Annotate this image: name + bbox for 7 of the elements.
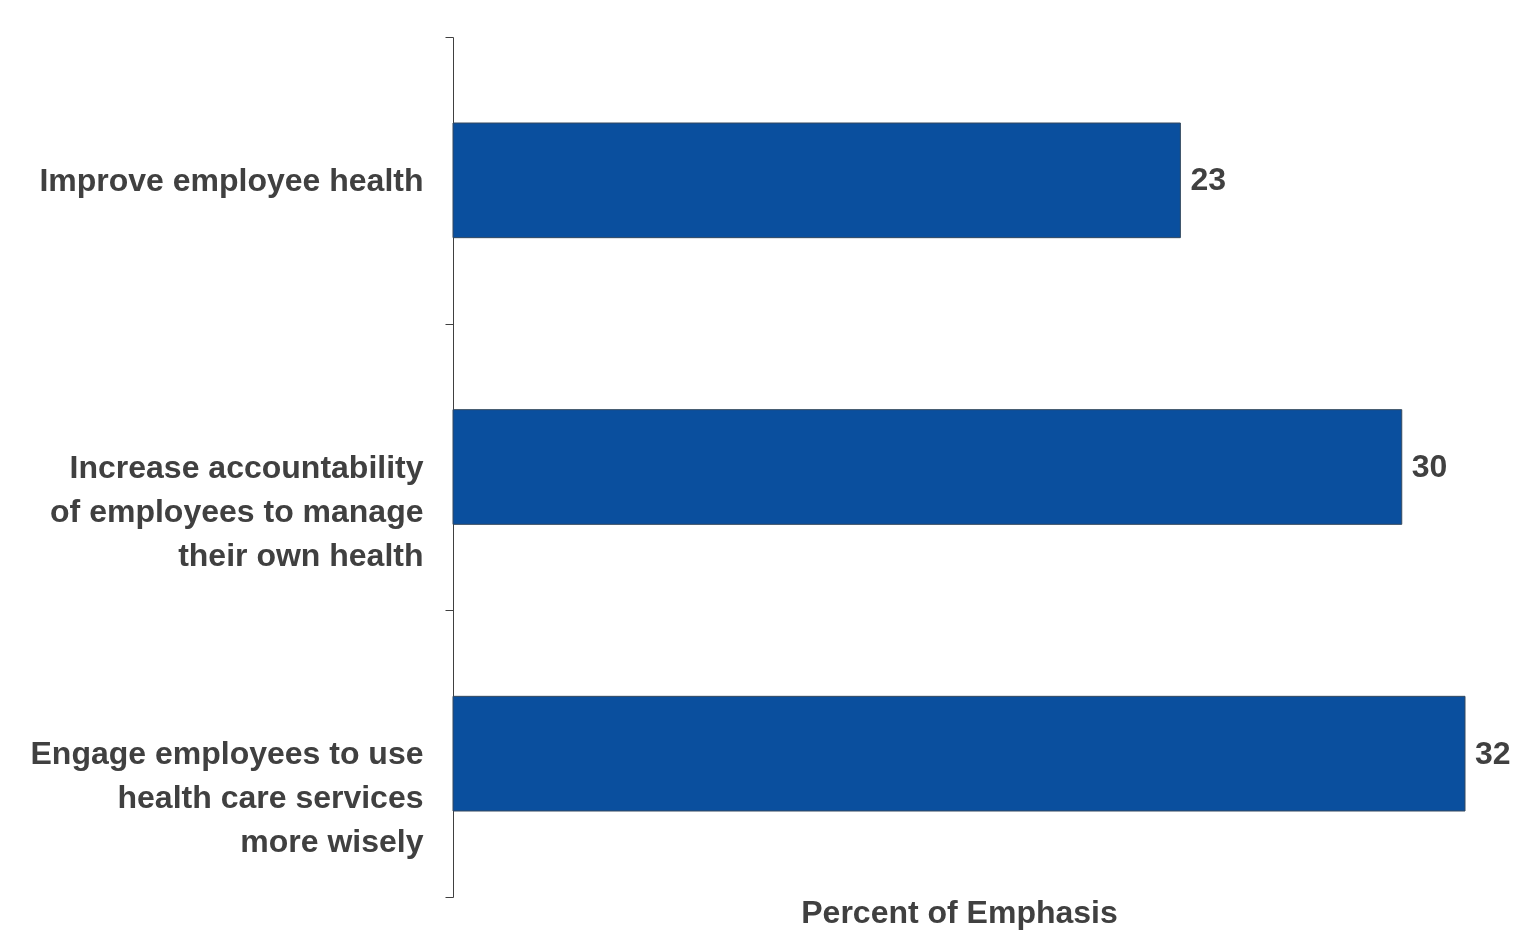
y-tick-label: Increase accountability of employees to manage their own health (50, 448, 424, 573)
data-label: 23 (1190, 161, 1226, 198)
data-label: 30 (1411, 448, 1448, 484)
y-tick-label: Improve employee health (39, 161, 424, 198)
data-label: 32 (1475, 734, 1511, 771)
y-tick-label: Engage employees to use health care services more wisely (30, 735, 424, 860)
x-axis-title: Percent of Emphasis (801, 893, 1118, 930)
